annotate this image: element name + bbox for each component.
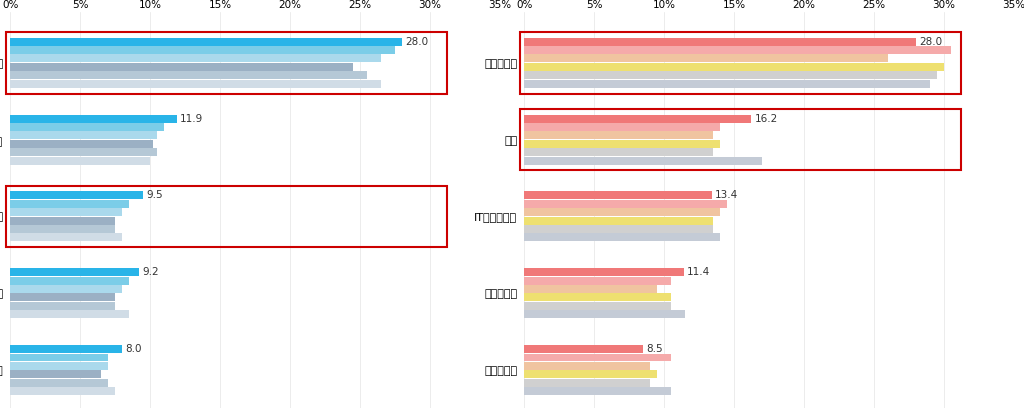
Bar [524, 268, 684, 276]
Bar [524, 345, 643, 353]
Bar [524, 370, 657, 378]
Text: 11.9: 11.9 [180, 114, 204, 124]
Text: 13.4: 13.4 [715, 191, 738, 201]
Bar [524, 38, 915, 46]
Text: 9.5: 9.5 [146, 191, 163, 201]
Bar [524, 217, 713, 225]
Bar [10, 123, 164, 131]
Bar [524, 302, 671, 310]
Bar [10, 293, 115, 302]
Bar [10, 217, 115, 225]
Bar [524, 63, 944, 71]
Bar [524, 123, 720, 131]
Bar [524, 156, 762, 164]
Text: 28.0: 28.0 [920, 37, 942, 47]
Bar [10, 387, 115, 395]
Bar [524, 387, 671, 395]
Bar [10, 233, 122, 241]
Bar [524, 54, 888, 62]
Bar [524, 310, 685, 318]
Text: 9.2: 9.2 [142, 267, 159, 277]
Bar [10, 140, 153, 148]
Bar [524, 191, 712, 199]
Bar [10, 38, 401, 46]
Bar [524, 208, 720, 216]
Bar [10, 310, 129, 318]
Bar [10, 277, 129, 285]
Bar [10, 379, 109, 387]
Bar [10, 156, 151, 164]
Bar [10, 46, 395, 54]
Bar [524, 379, 650, 387]
Bar [524, 71, 937, 79]
Bar [10, 200, 129, 208]
Bar [524, 293, 671, 302]
Bar [10, 54, 381, 62]
Bar [10, 345, 122, 353]
Text: 11.4: 11.4 [687, 267, 711, 277]
Text: 8.5: 8.5 [646, 344, 664, 354]
Bar [10, 131, 157, 139]
Bar [10, 71, 367, 79]
Bar [10, 208, 122, 216]
Bar [524, 354, 671, 362]
Bar [10, 191, 143, 199]
Bar [524, 140, 720, 148]
Bar [10, 63, 353, 71]
Bar [10, 302, 115, 310]
Bar [524, 131, 713, 139]
Legend: 24年9月, 24年8月, 24年7月, 24年6月, 24年5月, 23年9月: 24年9月, 24年8月, 24年7月, 24年6月, 24年5月, 23年9月 [633, 303, 681, 383]
Bar [10, 362, 109, 370]
Bar [524, 114, 751, 123]
Bar [524, 80, 930, 88]
Bar [524, 225, 713, 233]
Bar [524, 277, 671, 285]
Bar [10, 225, 115, 233]
Bar [524, 46, 951, 54]
Bar [10, 114, 177, 123]
Bar [10, 148, 157, 156]
Bar [524, 148, 713, 156]
Bar [10, 354, 109, 362]
Bar [524, 233, 720, 241]
Bar [10, 268, 139, 276]
Bar [10, 80, 381, 88]
Bar [524, 362, 650, 370]
Text: 28.0: 28.0 [406, 37, 428, 47]
Bar [10, 285, 122, 293]
Text: 8.0: 8.0 [126, 344, 142, 354]
Text: 16.2: 16.2 [755, 114, 777, 124]
Bar [524, 285, 657, 293]
Bar [10, 370, 101, 378]
Bar [524, 200, 727, 208]
